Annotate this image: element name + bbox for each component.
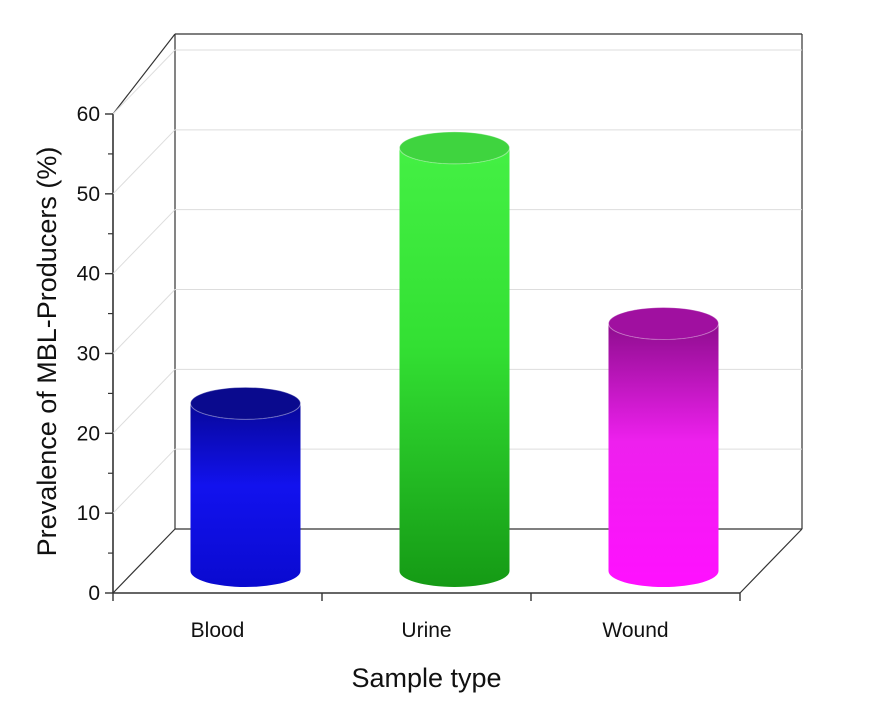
- y-tick-label: 40: [77, 263, 100, 286]
- floor-right-edge: [739, 528, 803, 594]
- bar-body: [608, 323, 719, 587]
- y-tick-label: 50: [77, 183, 100, 206]
- x-axis-ticks: Blood Urine Wound: [112, 593, 741, 642]
- grid-line-side: [112, 129, 176, 195]
- grid-line-side: [112, 368, 176, 434]
- y-axis-title: Prevalence of MBL-Producers (%): [32, 147, 62, 557]
- grid-line-side: [112, 209, 176, 275]
- bar-urine: [399, 131, 510, 587]
- grid-line-side: [112, 49, 176, 115]
- side-wall-top-edge: [112, 33, 176, 115]
- x-tick-label: Urine: [401, 619, 451, 642]
- bar-cap: [608, 307, 719, 341]
- y-tick-label: 60: [77, 103, 100, 126]
- y-tick-label: 0: [88, 582, 100, 605]
- bar-body: [190, 403, 301, 587]
- grid-line-side: [112, 448, 176, 514]
- floor-left-edge: [112, 528, 176, 594]
- x-tick-label: Blood: [191, 619, 245, 642]
- grid-line-side: [112, 289, 176, 354]
- y-tick-label: 10: [77, 502, 100, 525]
- bar-blood: [190, 386, 301, 587]
- bar-wound: [608, 307, 719, 587]
- y-tick-label: 20: [77, 422, 100, 445]
- bar-cap: [190, 386, 301, 420]
- y-tick-label: 30: [77, 343, 100, 366]
- x-tick-label: Wound: [602, 619, 668, 642]
- x-axis-title: Sample type: [351, 663, 501, 693]
- bar-cap: [399, 131, 510, 165]
- y-axis-ticks: 0 10 20 30 40 50 60: [77, 103, 113, 605]
- bar-body: [399, 147, 510, 587]
- bars: [190, 131, 719, 587]
